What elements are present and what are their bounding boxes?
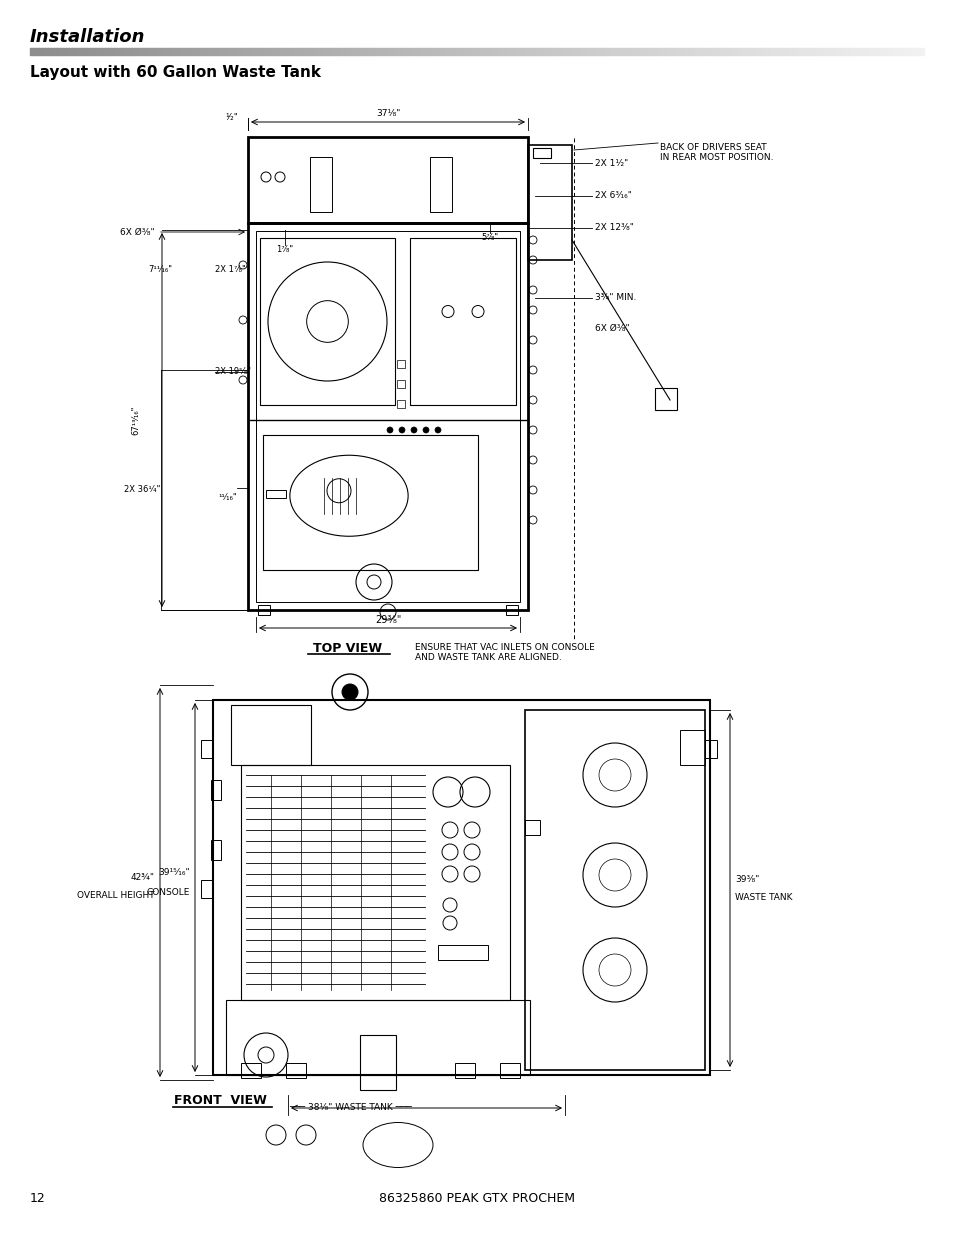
Circle shape (341, 684, 357, 700)
Bar (505, 605, 517, 615)
Bar (266, 490, 286, 498)
Text: ¹⁄₂": ¹⁄₂" (225, 114, 237, 122)
Text: TOP VIEW: TOP VIEW (314, 641, 382, 655)
Bar (396, 400, 405, 408)
Text: 6X Ø³⁄₈": 6X Ø³⁄₈" (595, 324, 629, 332)
Text: Layout with 60 Gallon Waste Tank: Layout with 60 Gallon Waste Tank (30, 65, 320, 80)
Bar (524, 710, 704, 1070)
Text: 67¹³⁄₁₆": 67¹³⁄₁₆" (131, 405, 140, 435)
Bar (437, 945, 488, 960)
Text: 2X 1⁷⁄₈": 2X 1⁷⁄₈" (214, 266, 246, 274)
Text: Installation: Installation (30, 28, 146, 46)
Text: 37¹⁄₈": 37¹⁄₈" (375, 110, 399, 119)
Bar (255, 231, 519, 601)
Text: 29³⁄₈": 29³⁄₈" (375, 615, 401, 625)
Text: ¹¹⁄₁₆": ¹¹⁄₁₆" (218, 493, 236, 501)
Bar (211, 781, 221, 800)
Text: OVERALL HEIGHT: OVERALL HEIGHT (77, 890, 154, 900)
Circle shape (398, 427, 405, 433)
Bar (263, 435, 477, 571)
Text: 2X 1¹⁄₂": 2X 1¹⁄₂" (595, 158, 628, 168)
Text: 42¾": 42¾" (131, 873, 154, 882)
Bar (241, 1063, 261, 1078)
Text: 86325860 PEAK GTX PROCHEM: 86325860 PEAK GTX PROCHEM (378, 1192, 575, 1204)
Bar (533, 148, 551, 158)
Bar (359, 1035, 395, 1091)
Bar (231, 705, 311, 764)
Text: 2X 19⁵⁄₈": 2X 19⁵⁄₈" (214, 368, 251, 377)
Circle shape (387, 427, 393, 433)
Bar (310, 157, 332, 212)
Text: 2X 6³⁄₁₆": 2X 6³⁄₁₆" (595, 191, 631, 200)
Text: 12: 12 (30, 1192, 46, 1204)
Bar (455, 1063, 475, 1078)
Circle shape (422, 427, 429, 433)
Text: 39³⁄₈": 39³⁄₈" (734, 876, 759, 884)
Text: 39¹⁵⁄₁₆": 39¹⁵⁄₁₆" (158, 868, 190, 877)
Bar (704, 740, 717, 758)
Bar (527, 144, 572, 261)
Bar (213, 700, 709, 1074)
Text: 2X 36¹⁄₄": 2X 36¹⁄₄" (124, 485, 160, 494)
Bar (201, 881, 213, 898)
Bar (410, 238, 516, 405)
Text: ENSURE THAT VAC INLETS ON CONSOLE
AND WASTE TANK ARE ALIGNED.: ENSURE THAT VAC INLETS ON CONSOLE AND WA… (415, 643, 594, 662)
Text: 5⁷⁄₈": 5⁷⁄₈" (481, 232, 498, 242)
Text: BACK OF DRIVERS SEAT
IN REAR MOST POSITION.: BACK OF DRIVERS SEAT IN REAR MOST POSITI… (659, 143, 773, 162)
Bar (248, 224, 527, 610)
Bar (655, 388, 677, 410)
Bar (211, 840, 221, 860)
Text: ─── 38¹⁄₈" WASTE TANK ───: ─── 38¹⁄₈" WASTE TANK ─── (289, 1104, 411, 1113)
Text: 6X Ø³⁄₈": 6X Ø³⁄₈" (120, 227, 154, 236)
Text: 1⁷⁄₈": 1⁷⁄₈" (276, 245, 294, 253)
Bar (286, 1063, 306, 1078)
Circle shape (435, 427, 440, 433)
Bar (499, 1063, 519, 1078)
Bar (260, 238, 395, 405)
Bar (201, 740, 213, 758)
Text: 7¹¹⁄₁₆": 7¹¹⁄₁₆" (148, 266, 172, 274)
Text: FRONT  VIEW: FRONT VIEW (173, 1093, 266, 1107)
Bar (241, 764, 510, 1000)
Bar (226, 1000, 530, 1074)
Bar (524, 820, 539, 835)
Bar (257, 605, 270, 615)
Bar (396, 380, 405, 388)
Text: 3¾" MIN.: 3¾" MIN. (595, 294, 636, 303)
Text: WASTE TANK: WASTE TANK (734, 893, 792, 903)
Text: 2X 12³⁄₈": 2X 12³⁄₈" (595, 224, 633, 232)
Text: CONSOLE: CONSOLE (147, 888, 190, 897)
Circle shape (411, 427, 416, 433)
Bar (396, 359, 405, 368)
Bar (679, 730, 704, 764)
Bar (430, 157, 452, 212)
Bar (248, 137, 527, 224)
